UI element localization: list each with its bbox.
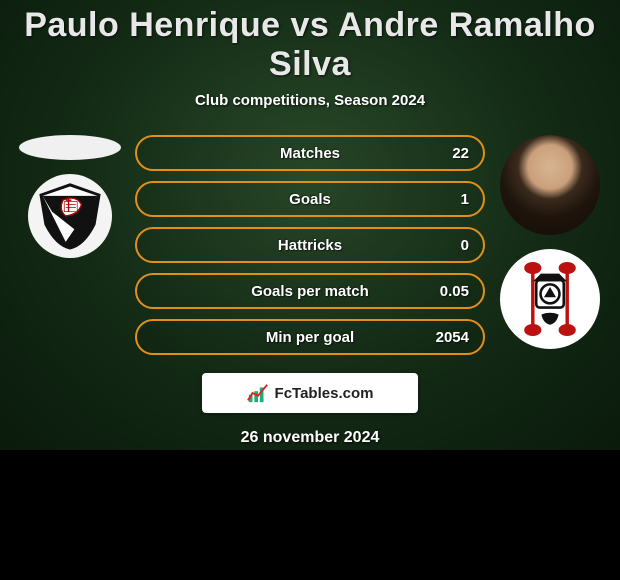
left-player-column [15,131,125,258]
right-player-photo [500,135,600,235]
brand-text: FcTables.com [275,385,374,402]
vasco-crest-icon [34,180,106,252]
corinthians-crest-icon [507,256,593,342]
page-title: Paulo Henrique vs Andre Ramalho Silva [0,6,620,84]
date-text: 26 november 2024 [0,429,620,447]
comparison-body: Matches 22 Goals 1 Hattricks 0 Goals per match… [0,131,620,355]
left-club-crest [28,174,112,258]
right-player-column [495,131,605,349]
bar-chart-icon [247,382,269,404]
stat-label: Goals [289,191,331,208]
stat-bar: Min per goal 2054 [135,319,485,355]
stat-value-right: 1 [461,191,469,208]
stat-label: Min per goal [266,329,354,346]
stat-value-right: 2054 [436,329,469,346]
stat-value-right: 22 [452,145,469,162]
stats-bars: Matches 22 Goals 1 Hattricks 0 Goals per match… [135,131,485,355]
stat-bar: Goals 1 [135,181,485,217]
stat-bar: Matches 22 [135,135,485,171]
right-club-crest [500,249,600,349]
stat-bar: Hattricks 0 [135,227,485,263]
comparison-card: Paulo Henrique vs Andre Ramalho Silva Cl… [0,0,620,450]
stat-label: Goals per match [251,283,369,300]
stat-value-right: 0.05 [440,283,469,300]
subtitle: Club competitions, Season 2024 [0,92,620,109]
stat-bar: Goals per match 0.05 [135,273,485,309]
stat-label: Hattricks [278,237,342,254]
stat-value-right: 0 [461,237,469,254]
brand-badge[interactable]: FcTables.com [202,373,418,413]
stat-label: Matches [280,145,340,162]
left-player-photo-placeholder [19,135,121,160]
